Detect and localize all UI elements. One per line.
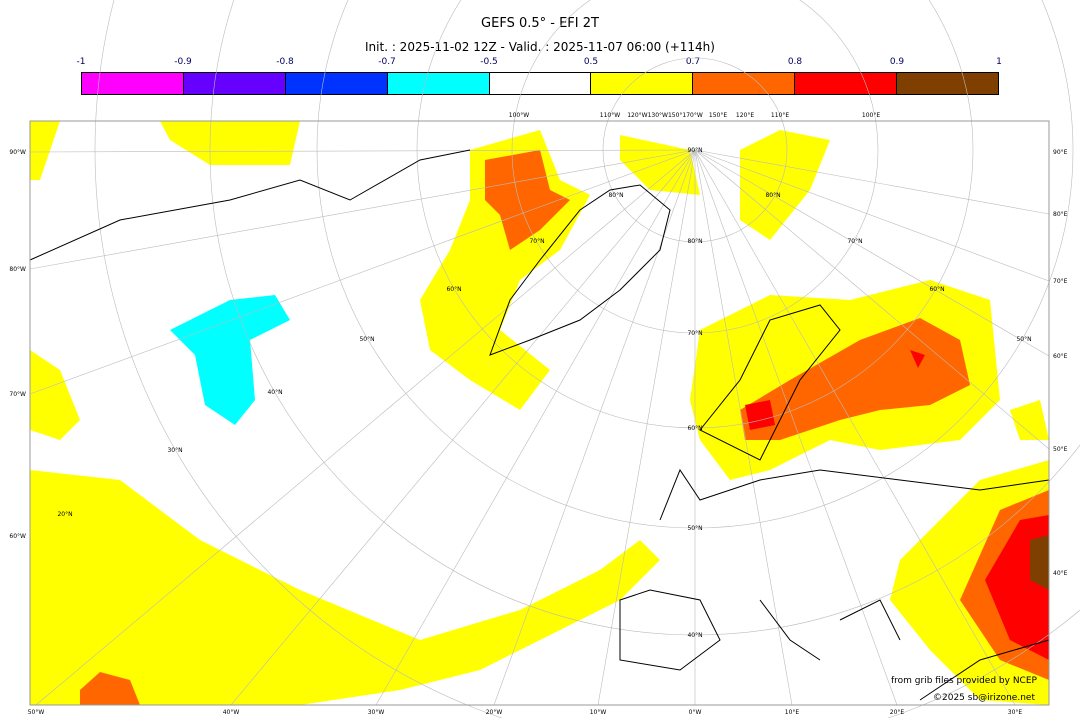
grid-label: 40°E	[1053, 570, 1068, 577]
grid-label: 50°W	[28, 709, 45, 716]
colorbar-swatch	[82, 73, 184, 94]
field-orange-greenland	[485, 150, 570, 250]
grid-label: 70°W	[9, 391, 26, 398]
colorbar-tick: -0.5	[480, 57, 498, 67]
map-title: GEFS 0.5° - EFI 2T	[481, 16, 599, 31]
field-yellow-west	[30, 350, 80, 440]
grid-label: 100°W	[509, 112, 529, 119]
colorbar	[81, 72, 999, 95]
grid-label: 80°W	[9, 266, 26, 273]
field-cyan-arctic	[170, 295, 290, 425]
graticule	[29, 0, 1080, 718]
colorbar-swatch	[387, 73, 490, 94]
colorbar-swatch	[795, 73, 898, 94]
colorbar-tick: 0.8	[787, 57, 803, 67]
grid-label: 70°N	[529, 238, 544, 245]
grid-label: 60°N	[929, 286, 944, 293]
colorbar-tick: -0.7	[378, 57, 396, 67]
coastlines	[29, 149, 1050, 701]
grid-label: 50°N	[687, 525, 702, 532]
grid-label: 110°W	[600, 112, 620, 119]
grid-label: 20°E	[890, 709, 905, 716]
grid-label: 30°N	[167, 447, 182, 454]
grid-label: 60°N	[446, 286, 461, 293]
grid-labels: 90°W 80°W 70°W 60°W 90°E 80°E 70°E 60°E 50°E 40°E…	[9, 112, 1067, 716]
field-yellow-atlantic	[30, 470, 660, 705]
colorbar-swatch	[591, 73, 694, 94]
grid-label: 30°W	[368, 709, 385, 716]
grid-label: 70°E	[1053, 278, 1068, 285]
grid-label: 30°E	[1008, 709, 1023, 716]
grid-label: 80°N	[765, 192, 780, 199]
colorbar-tick: 0.9	[889, 57, 905, 67]
colorbar-tick: 1	[996, 57, 1002, 67]
copyright: ©2025 sb@irizone.net	[933, 693, 1035, 703]
grid-label: 70°N	[847, 238, 862, 245]
grid-label: 50°E	[1053, 446, 1068, 453]
colorbar-swatch	[285, 73, 388, 94]
colorbar-tick: 0.5	[583, 57, 599, 67]
grid-label: 90°E	[1053, 149, 1068, 156]
field-yellow-top	[30, 121, 830, 240]
grid-label: 100°E	[862, 112, 880, 119]
grid-label: 80°N	[608, 192, 623, 199]
colorbar-tick: -0.9	[174, 57, 192, 67]
grid-label: 60°N	[687, 425, 702, 432]
plot-frame	[29, 120, 1050, 706]
grid-label: 50°N	[1016, 336, 1031, 343]
grid-label: 120°W130°W150°170°W	[627, 112, 703, 119]
grid-label: 80°N	[687, 238, 702, 245]
grid-label: 110°E	[771, 112, 789, 119]
source-credit: from grib files provided by NCEP	[891, 676, 1037, 686]
colorbar-swatch	[693, 73, 796, 94]
field-orange-sw	[80, 672, 140, 705]
grid-label: 0°W	[689, 709, 702, 716]
colorbar-tick: -0.8	[276, 57, 294, 67]
grid-label: 90°N	[687, 147, 702, 154]
grid-label: 60°W	[9, 533, 26, 540]
colorbar-tick: -1	[76, 57, 86, 67]
grid-label: 90°W	[9, 149, 26, 156]
grid-label: 120°E	[736, 112, 754, 119]
grid-label: 20°N	[57, 511, 72, 518]
field-brown-east	[1030, 535, 1049, 590]
colorbar-swatch	[183, 73, 286, 94]
grid-label: 40°N	[687, 632, 702, 639]
grid-label: 10°W	[590, 709, 607, 716]
grid-label: 60°E	[1053, 353, 1068, 360]
field-red-europe	[745, 350, 925, 430]
grid-label: 80°E	[1053, 211, 1068, 218]
grid-label: 10°E	[785, 709, 800, 716]
grid-label: 40°N	[267, 389, 282, 396]
grid-label: 40°W	[223, 709, 240, 716]
grid-label: 150°E	[709, 112, 727, 119]
colorbar-swatch	[489, 73, 592, 94]
grid-label: 20°W	[486, 709, 503, 716]
colorbar-tick: 0.7	[685, 57, 701, 67]
colorbar-swatch	[897, 73, 999, 94]
efi-field	[30, 121, 1049, 705]
grid-label: 70°N	[687, 330, 702, 337]
map-subtitle: Init. : 2025-11-02 12Z - Valid. : 2025-1…	[365, 40, 715, 54]
field-orange-europe	[740, 318, 970, 440]
grid-label: 50°N	[359, 336, 374, 343]
